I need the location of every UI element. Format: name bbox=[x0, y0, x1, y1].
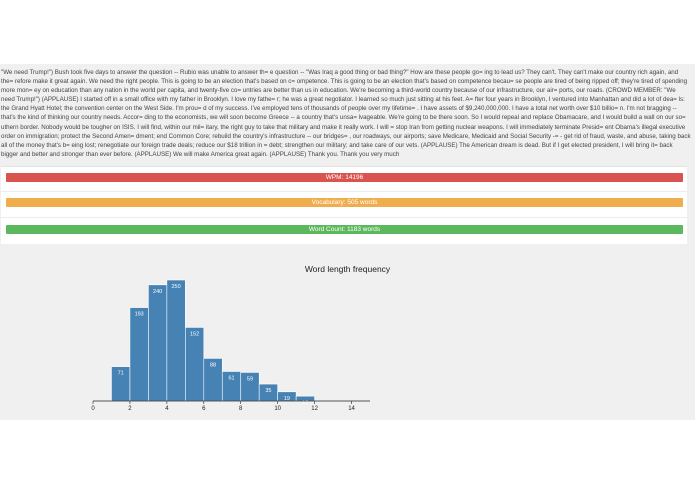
bar-value-label: 152 bbox=[190, 331, 199, 337]
bar-value-label: 59 bbox=[247, 376, 253, 382]
bar-value-label: 61 bbox=[228, 375, 234, 381]
chart-title: Word length frequency bbox=[304, 264, 391, 274]
divider bbox=[1, 191, 687, 192]
histogram-bar bbox=[148, 284, 168, 402]
bar-value-label: 10 bbox=[302, 400, 308, 406]
x-tick-label: 0 bbox=[91, 406, 95, 412]
x-tick-label: 8 bbox=[239, 406, 243, 412]
bar-value-label: 240 bbox=[153, 289, 162, 295]
histogram-bar bbox=[185, 327, 205, 402]
x-tick-label: 6 bbox=[202, 406, 206, 412]
bar-value-label: 71 bbox=[118, 371, 124, 377]
wpm-bar: WPM: 14196 bbox=[6, 173, 683, 182]
speech-text: "We need Trump!") Bush took five days to… bbox=[1, 69, 691, 158]
x-tick-label: 2 bbox=[128, 406, 132, 412]
bar-value-label: 250 bbox=[172, 284, 181, 290]
histogram-bar bbox=[129, 307, 149, 402]
bar-value-label: 193 bbox=[135, 312, 144, 318]
bar-value-label: 88 bbox=[210, 362, 216, 368]
histogram-bar bbox=[166, 279, 186, 402]
x-tick-label: 4 bbox=[165, 406, 169, 412]
x-tick-label: 14 bbox=[348, 406, 355, 412]
vocabulary-bar: Vocabulary: 505 words bbox=[6, 198, 683, 207]
x-tick-label: 10 bbox=[274, 406, 281, 412]
stats-panel: WPM: 14196 Vocabulary: 505 words Word Co… bbox=[1, 166, 687, 244]
x-tick-label: 12 bbox=[311, 406, 318, 412]
bar-value-label: 35 bbox=[265, 388, 271, 394]
word-count-bar: Word Count: 1183 words bbox=[6, 225, 683, 234]
divider bbox=[1, 217, 687, 218]
bar-value-label: 19 bbox=[284, 396, 290, 402]
